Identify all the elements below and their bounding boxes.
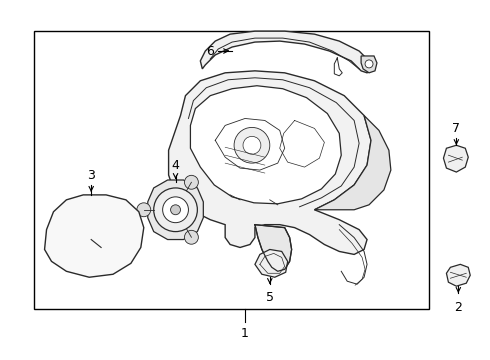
Text: 7: 7 bbox=[452, 122, 461, 135]
Polygon shape bbox=[200, 31, 371, 73]
Polygon shape bbox=[255, 225, 292, 271]
Polygon shape bbox=[443, 145, 468, 172]
Polygon shape bbox=[255, 249, 288, 277]
Circle shape bbox=[137, 203, 151, 217]
Polygon shape bbox=[191, 86, 341, 204]
Text: 2: 2 bbox=[454, 301, 462, 314]
Text: 6: 6 bbox=[206, 45, 214, 58]
Circle shape bbox=[365, 60, 373, 68]
Text: 4: 4 bbox=[172, 159, 179, 172]
Polygon shape bbox=[361, 56, 377, 73]
Bar bbox=[34, 31, 429, 309]
Polygon shape bbox=[446, 264, 470, 286]
Circle shape bbox=[184, 230, 198, 244]
Polygon shape bbox=[169, 71, 371, 255]
Polygon shape bbox=[315, 116, 391, 210]
Circle shape bbox=[154, 188, 197, 231]
Polygon shape bbox=[148, 180, 203, 239]
Circle shape bbox=[243, 136, 261, 154]
Circle shape bbox=[171, 205, 180, 215]
Text: 1: 1 bbox=[241, 327, 249, 340]
Circle shape bbox=[234, 127, 270, 163]
Text: 5: 5 bbox=[266, 291, 274, 303]
Polygon shape bbox=[45, 195, 144, 277]
Circle shape bbox=[163, 197, 189, 223]
Circle shape bbox=[184, 175, 198, 189]
Text: 3: 3 bbox=[87, 168, 95, 181]
